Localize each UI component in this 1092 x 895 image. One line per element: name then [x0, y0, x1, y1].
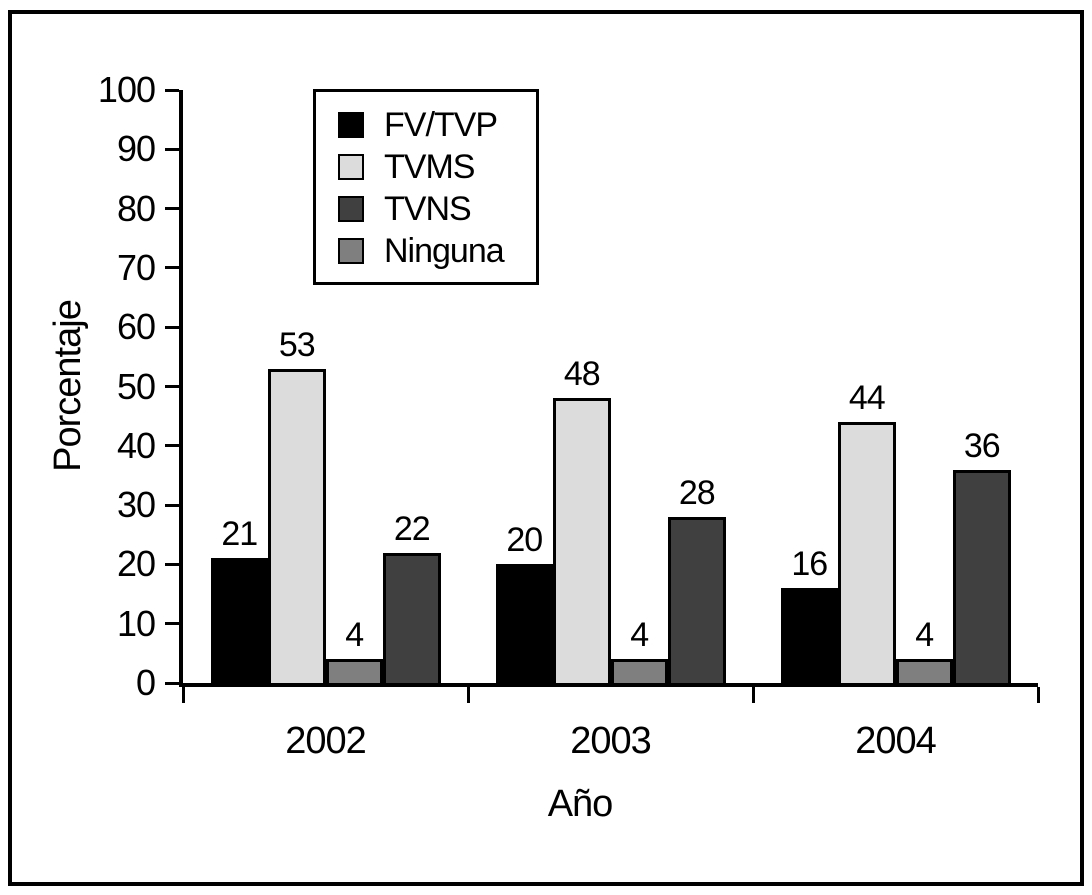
y-axis-tick	[165, 88, 179, 92]
x-axis-tick	[466, 687, 470, 703]
legend-item: Ninguna	[338, 232, 536, 270]
y-axis-tick-label: 60	[116, 306, 156, 348]
x-axis-category-label: 2002	[285, 720, 367, 762]
plot-area: 0 10 20 30 40 50 60 70 80 90 100 2002 21 53 4 22 2003 20 4…	[98, 72, 1040, 760]
legend-swatch	[338, 112, 364, 138]
bar	[610, 659, 668, 683]
y-axis-tick-label: 20	[116, 543, 156, 585]
y-axis-tick-label: 100	[97, 69, 156, 110]
x-axis-tick	[181, 687, 185, 703]
y-axis-tick	[165, 147, 179, 151]
bar	[838, 422, 896, 683]
y-axis-title: Porcentaje	[47, 300, 89, 472]
legend-swatch	[338, 154, 364, 180]
x-axis-category-label: 2003	[570, 720, 652, 762]
bar-value-label: 44	[848, 379, 886, 418]
bar-value-label: 21	[221, 515, 258, 554]
legend: FV/TVP TVMS TVNS Ninguna	[313, 89, 539, 285]
x-axis-category-label: 2004	[855, 720, 937, 762]
bar	[210, 558, 268, 683]
bar-value-label: 4	[630, 616, 649, 655]
y-axis-tick	[165, 207, 179, 211]
bar	[268, 368, 326, 683]
bar	[668, 516, 726, 683]
legend-swatch	[338, 196, 364, 222]
legend-item: FV/TVP	[338, 106, 536, 144]
legend-item: TVMS	[338, 148, 536, 186]
bar-value-label: 20	[506, 521, 543, 560]
y-axis-tick	[165, 266, 179, 270]
bar	[325, 659, 383, 683]
legend-label: Ninguna	[384, 232, 505, 270]
x-axis-tick	[1036, 687, 1040, 703]
bar-value-label: 36	[963, 426, 1001, 465]
y-axis-tick-label: 40	[116, 424, 156, 466]
bar	[895, 659, 953, 683]
bar	[495, 564, 553, 683]
bar-value-label: 22	[393, 509, 431, 548]
bar-value-label: 16	[791, 545, 828, 584]
y-axis-tick-label: 90	[116, 128, 156, 170]
bar-value-label: 4	[345, 616, 364, 655]
y-axis-tick	[165, 385, 179, 388]
y-axis-tick	[165, 444, 179, 448]
y-axis-tick-label: 0	[135, 662, 156, 703]
legend-swatch	[338, 238, 364, 264]
y-axis-tick-label: 70	[116, 246, 156, 288]
bar	[383, 552, 441, 683]
legend-item: TVNS	[338, 190, 536, 228]
y-axis-tick	[165, 562, 179, 566]
bar-value-label: 28	[678, 473, 716, 512]
y-axis-tick-label: 80	[116, 187, 156, 229]
bar-value-label: 4	[915, 616, 934, 655]
x-axis-title: Año	[547, 783, 614, 825]
y-axis-tick	[165, 681, 179, 685]
x-axis-tick	[751, 687, 755, 703]
figure-frame: 0 10 20 30 40 50 60 70 80 90 100 2002 21 53 4 22 2003 20 4…	[8, 10, 1084, 886]
legend-label: TVNS	[384, 190, 472, 228]
legend-label: FV/TVP	[384, 106, 498, 144]
y-axis-tick-label: 50	[116, 365, 156, 407]
bar-value-label: 53	[278, 325, 316, 364]
legend-label: TVMS	[384, 148, 475, 186]
y-axis-tick-label: 10	[116, 602, 156, 644]
bar	[780, 588, 838, 683]
y-axis-tick	[165, 622, 179, 626]
y-axis-tick	[165, 325, 179, 329]
bar-value-label: 48	[563, 355, 601, 394]
bar	[953, 469, 1011, 683]
y-axis-tick-label: 30	[116, 484, 156, 526]
y-axis-tick	[165, 503, 179, 507]
bar	[553, 398, 611, 683]
